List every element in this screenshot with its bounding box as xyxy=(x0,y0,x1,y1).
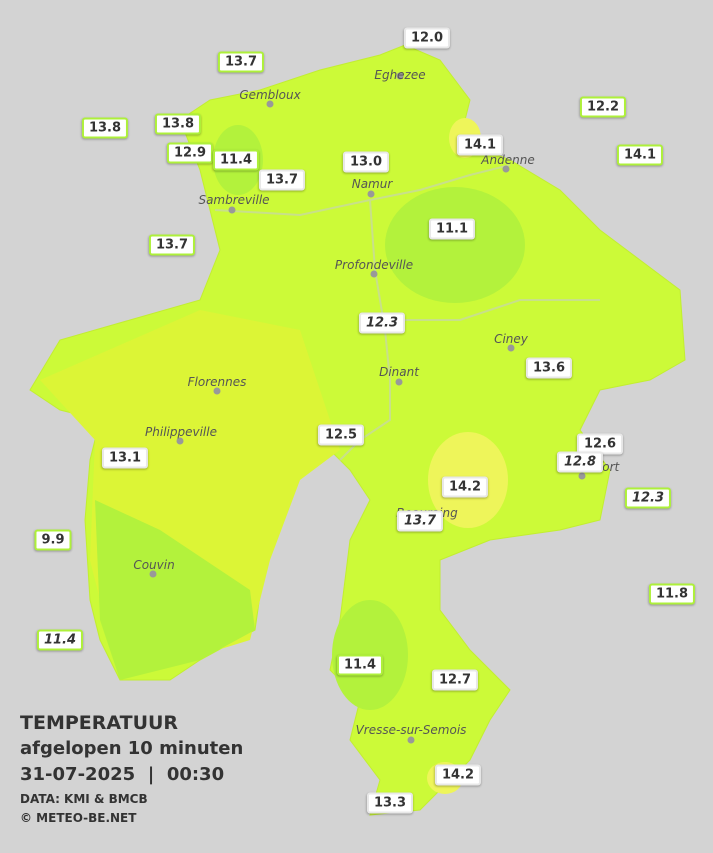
city-label: Florennes xyxy=(187,375,247,389)
temperature-label: 11.4 xyxy=(336,654,384,676)
city-dot xyxy=(213,387,221,395)
temperature-label: 13.0 xyxy=(342,151,390,173)
subtitle: afgelopen 10 minuten xyxy=(20,738,244,759)
city-label: Ciney xyxy=(494,332,528,346)
temperature-label: 14.2 xyxy=(441,476,489,498)
city-dot xyxy=(149,570,157,578)
temperature-label: 12.8 xyxy=(556,451,604,473)
city-dot xyxy=(578,472,586,480)
date-time: 31-07-2025 | 00:30 xyxy=(20,764,224,785)
date: 31-07-2025 xyxy=(20,764,136,785)
city-label: Vresse-sur-Semois xyxy=(355,723,467,737)
title: TEMPERATUUR xyxy=(20,712,179,734)
city-label: Dinant xyxy=(379,365,419,379)
temperature-label: 13.3 xyxy=(366,792,414,814)
city-dot xyxy=(502,165,510,173)
city-dot xyxy=(407,736,415,744)
city-dot xyxy=(507,344,515,352)
city-dot xyxy=(266,100,274,108)
city-label: Eghezee xyxy=(374,68,426,82)
temperature-label: 12.2 xyxy=(579,96,627,118)
copyright: © METEO-BE.NET xyxy=(20,811,137,825)
city-dot xyxy=(370,270,378,278)
temperature-label: 14.1 xyxy=(456,134,504,156)
temperature-label: 13.7 xyxy=(396,510,444,532)
city-label: Andenne xyxy=(481,153,535,167)
city-dot xyxy=(176,437,184,445)
temperature-label: 12.9 xyxy=(166,142,214,164)
temperature-label: 12.7 xyxy=(431,669,479,691)
source: DATA: KMI & BMCB xyxy=(20,792,148,806)
temperature-label: 13.6 xyxy=(525,357,573,379)
city-dot xyxy=(367,190,375,198)
city-label: Namur xyxy=(351,177,393,191)
city-label: Philippeville xyxy=(145,425,217,439)
temperature-label: 11.8 xyxy=(648,583,696,605)
temperature-label: 13.7 xyxy=(217,51,265,73)
temperature-label: 12.6 xyxy=(576,433,624,455)
temperature-label: 11.4 xyxy=(212,149,260,171)
city-label: Profondeville xyxy=(334,258,414,272)
temperature-label: 14.2 xyxy=(434,764,482,786)
cool-zone xyxy=(95,500,255,680)
temperature-label: 12.5 xyxy=(317,424,365,446)
temperature-label: 13.7 xyxy=(258,169,306,191)
temperature-label: 9.9 xyxy=(34,529,72,551)
temperature-label: 13.8 xyxy=(154,113,202,135)
temperature-label: 12.0 xyxy=(403,27,451,49)
time: 00:30 xyxy=(166,764,225,785)
city-dot xyxy=(228,206,236,214)
city-label: Gembloux xyxy=(239,88,301,102)
city-label: Sambreville xyxy=(198,193,270,207)
temperature-label: 12.3 xyxy=(358,312,406,334)
temperature-label: 12.3 xyxy=(624,487,672,509)
city-dot xyxy=(395,378,403,386)
temperature-label: 13.7 xyxy=(148,234,196,256)
temperature-label: 14.1 xyxy=(616,144,664,166)
temperature-label: 13.1 xyxy=(101,447,149,469)
temperature-label: 13.8 xyxy=(81,117,129,139)
city-label: Couvin xyxy=(133,558,175,572)
temperature-label: 11.1 xyxy=(428,218,476,240)
city-dot xyxy=(396,72,404,80)
temperature-label: 11.4 xyxy=(36,629,84,651)
cool-zone xyxy=(385,187,525,303)
separator: | xyxy=(147,764,155,785)
